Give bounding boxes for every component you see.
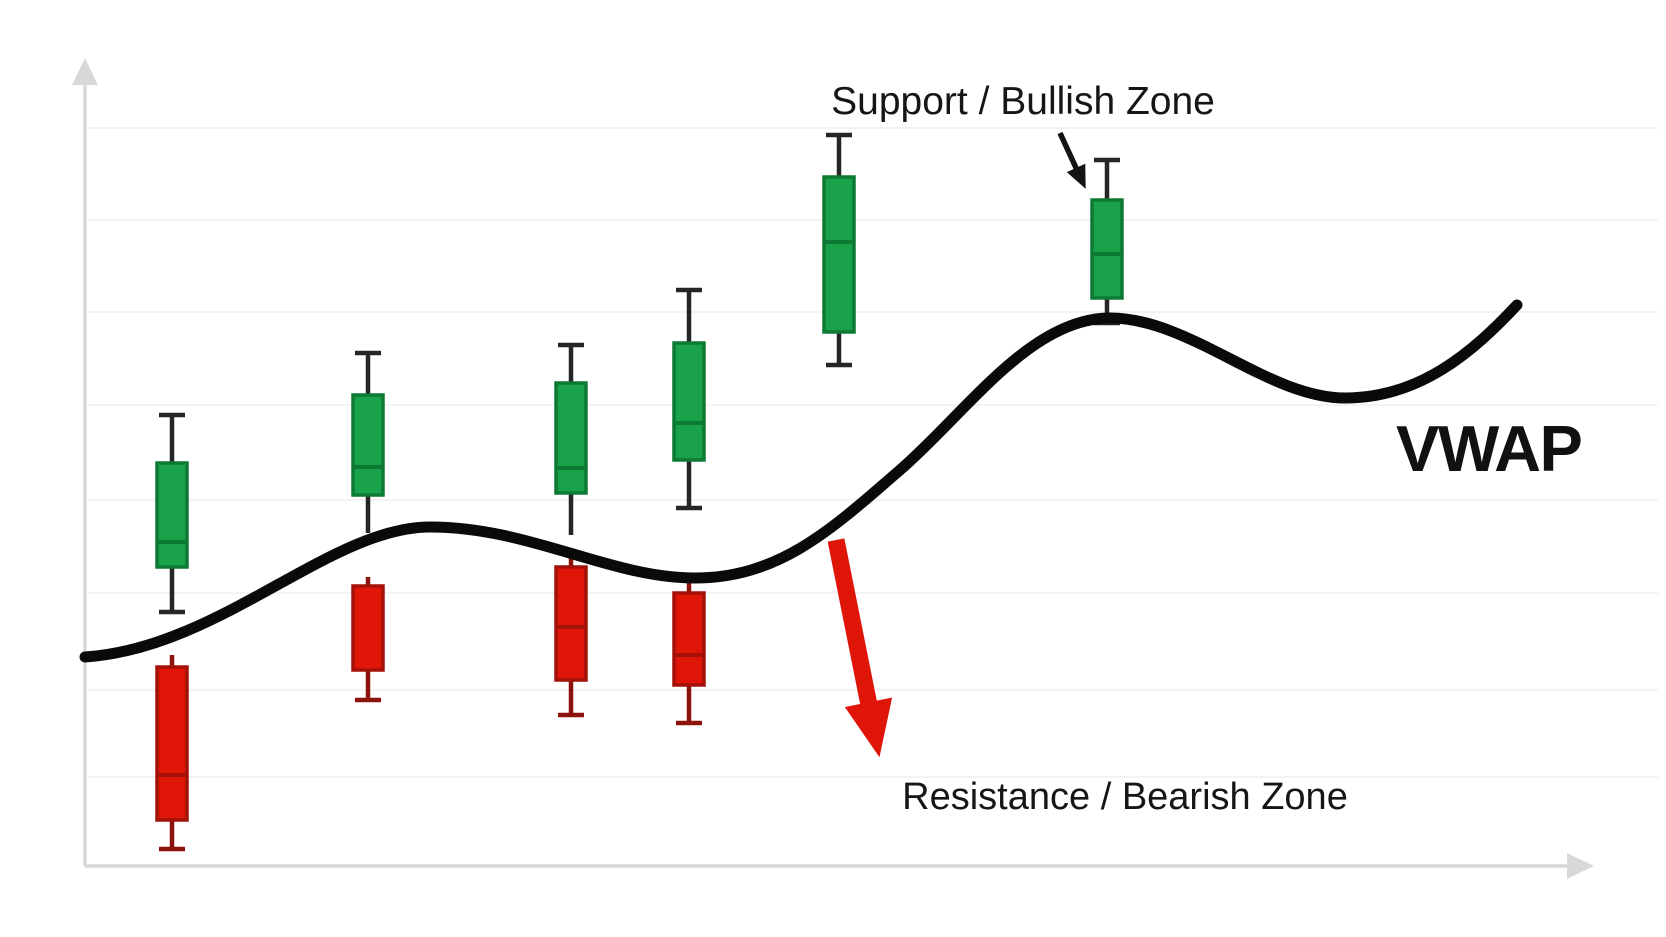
candle-body [822, 175, 856, 334]
candle-body [554, 381, 588, 495]
bullish-candle [351, 350, 385, 533]
candle-body [1090, 198, 1124, 300]
bearish-candle [554, 558, 588, 718]
bearish-candle [351, 577, 385, 703]
y-axis-arrow-icon [72, 58, 98, 85]
candle-body [351, 393, 385, 497]
bullish-candle [155, 412, 189, 615]
bearish-candle [155, 655, 189, 852]
bullish-candle [554, 342, 588, 535]
support-arrow-icon [1057, 131, 1086, 189]
resistance-zone-label: Resistance / Bearish Zone [902, 776, 1348, 818]
candle-body [155, 665, 189, 822]
candle-body [672, 591, 706, 687]
resistance-arrow-icon [827, 538, 893, 758]
candle-body [672, 341, 706, 462]
vwap-label: VWAP [1396, 412, 1583, 485]
candle-body [554, 565, 588, 682]
vwap-line [79, 299, 1523, 663]
bullish-candle [1090, 157, 1124, 326]
bullish-candle [672, 287, 706, 511]
bullish-candle [822, 132, 856, 368]
x-axis-arrow-icon [1567, 853, 1594, 879]
bearish-candle [672, 581, 706, 726]
candle-body [351, 584, 385, 672]
candle-body [155, 461, 189, 569]
support-zone-label: Support / Bullish Zone [831, 80, 1215, 123]
